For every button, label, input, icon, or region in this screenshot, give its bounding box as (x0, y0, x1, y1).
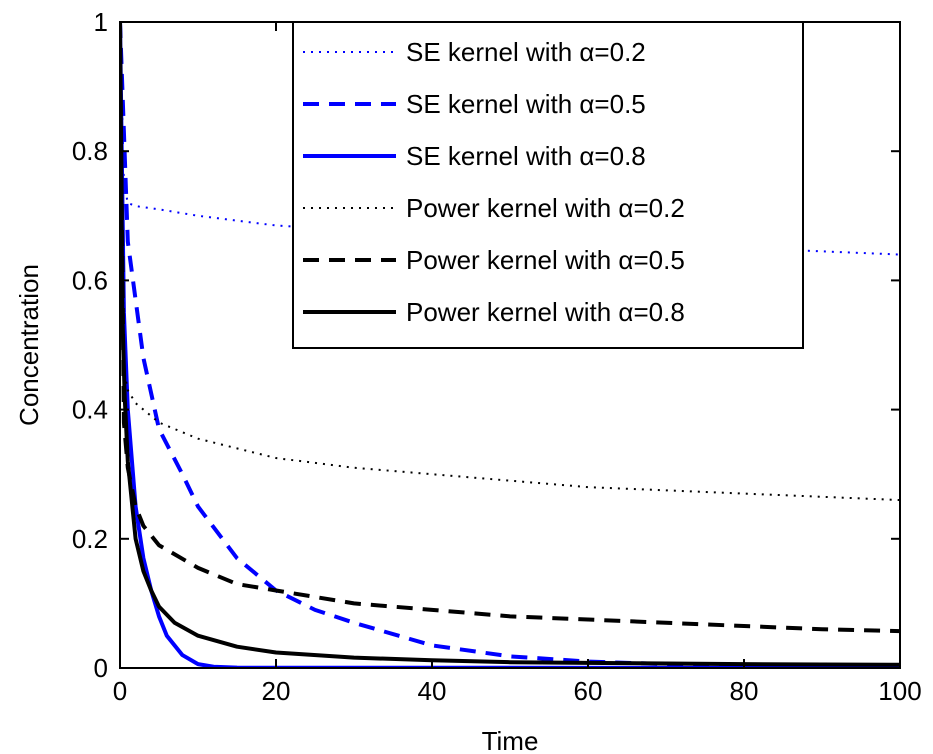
legend-label-0: SE kernel with α=0.2 (406, 37, 646, 67)
legend-label-5: Power kernel with α=0.8 (406, 297, 685, 327)
x-tick-label: 80 (730, 676, 759, 706)
series-line-5 (120, 22, 900, 667)
legend-label-3: Power kernel with α=0.2 (406, 193, 685, 223)
ticks-layer: 0 20 40 60 80 100 0 0.2 0.4 0.6 0.8 1 (72, 7, 922, 706)
x-tick-label: 0 (113, 676, 127, 706)
plot-area: 0 20 40 60 80 100 0 0.2 0.4 0.6 0.8 1 (72, 7, 922, 706)
y-tick-label: 0.6 (72, 265, 108, 295)
x-tick-label: 20 (262, 676, 291, 706)
x-tick-label: 60 (574, 676, 603, 706)
x-tick-label: 100 (878, 676, 921, 706)
legend-label-2: SE kernel with α=0.8 (406, 141, 646, 171)
x-tick-label: 40 (418, 676, 447, 706)
x-axis-label: Time (482, 726, 539, 754)
legend-box (292, 21, 804, 349)
y-tick-label: 0.4 (72, 395, 108, 425)
y-tick-label: 0.8 (72, 136, 108, 166)
y-tick-label: 0 (94, 653, 108, 683)
legend-label-4: Power kernel with α=0.5 (406, 245, 685, 275)
y-tick-label: 0.2 (72, 524, 108, 554)
y-axis-label: Concentration (14, 264, 44, 426)
legend: SE kernel with α=0.2 SE kernel with α=0.5… (292, 21, 804, 349)
y-tick-label: 1 (94, 7, 108, 37)
legend-label-1: SE kernel with α=0.5 (406, 89, 646, 119)
